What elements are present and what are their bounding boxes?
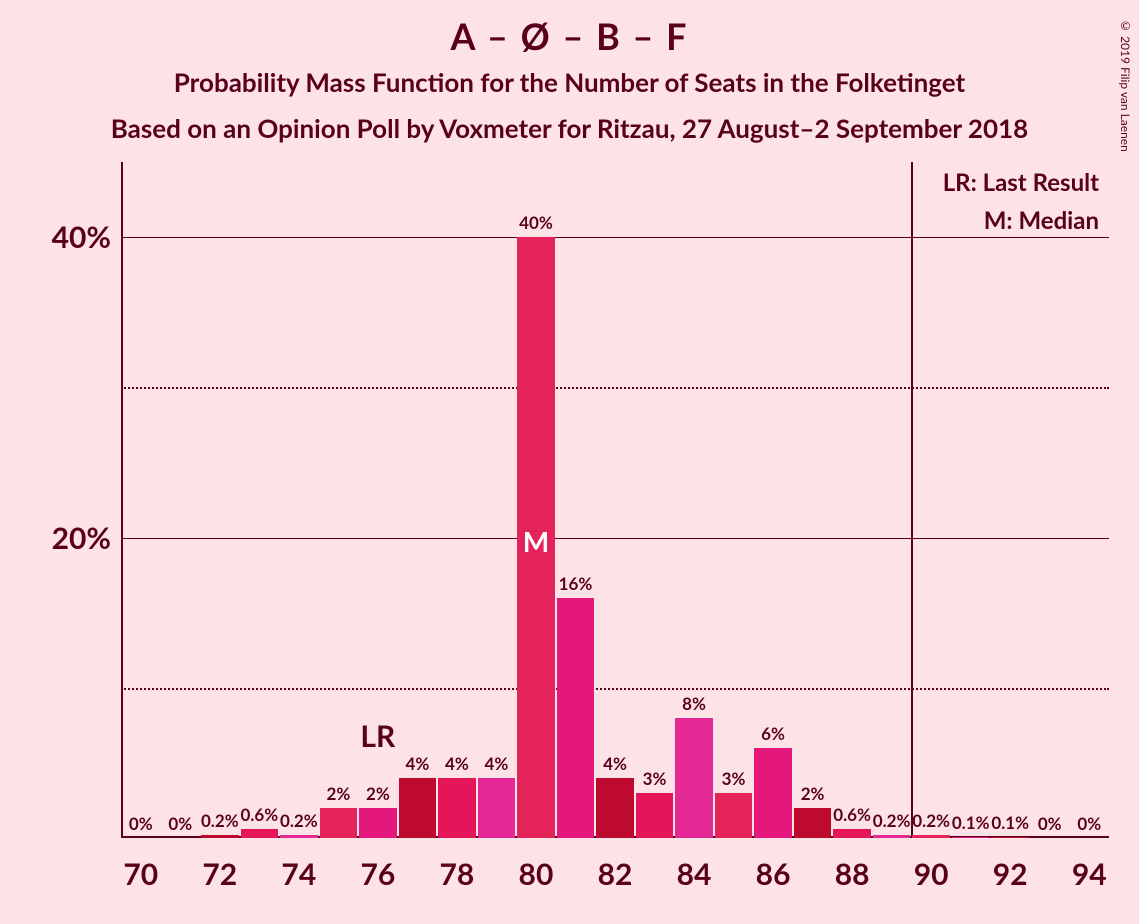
bar (359, 808, 397, 838)
plot-area: 20%40%0%0%0.2%0.6%0.2%2%2%4%4%4%40%16%4%… (121, 162, 1109, 838)
bar-value-label: 0.1% (952, 812, 990, 833)
bar-value-label: 0% (129, 813, 153, 834)
bar (873, 835, 911, 838)
bar-value-label: 0.2% (912, 810, 950, 831)
bar (478, 778, 516, 838)
xaxis-tick-label: 84 (677, 856, 712, 892)
bar-value-label: 0.6% (240, 804, 278, 825)
xaxis-tick-label: 74 (281, 856, 316, 892)
legend-lr: LR: Last Result (943, 168, 1099, 197)
gridline-minor (121, 387, 1109, 389)
ci-upper-line (911, 162, 913, 838)
xaxis-tick-label: 78 (440, 856, 475, 892)
xaxis-tick-label: 80 (519, 856, 554, 892)
yaxis-tick-label: 20% (31, 520, 111, 556)
bar-value-label: 3% (722, 768, 746, 789)
bar-value-label: 0% (168, 813, 192, 834)
bar-value-label: 40% (519, 212, 553, 233)
y-axis-line (121, 162, 123, 838)
bar (438, 778, 476, 838)
bar-value-label: 0.2% (201, 810, 239, 831)
bar-value-label: 6% (761, 723, 785, 744)
xaxis-tick-label: 70 (123, 856, 158, 892)
bar (794, 808, 832, 838)
bar (952, 837, 990, 839)
bar (201, 835, 239, 838)
bar (833, 829, 871, 838)
xaxis-tick-label: 82 (598, 856, 633, 892)
xaxis-tick-label: 90 (914, 856, 949, 892)
bar (715, 793, 753, 838)
bar (557, 598, 595, 838)
title-sub1: Probability Mass Function for the Number… (0, 66, 1139, 98)
bar (399, 778, 437, 838)
bar (596, 778, 634, 838)
lr-annotation: LR (360, 718, 395, 754)
chart-root: A – Ø – B – F Probability Mass Function f… (0, 0, 1139, 924)
xaxis-tick-label: 88 (835, 856, 870, 892)
bar (636, 793, 674, 838)
bar-value-label: 0.2% (280, 810, 318, 831)
bar (991, 837, 1029, 839)
xaxis-tick-label: 76 (360, 856, 395, 892)
bar (280, 835, 318, 838)
gridline-major (121, 237, 1109, 238)
title-sub2: Based on an Opinion Poll by Voxmeter for… (0, 112, 1139, 144)
bar-value-label: 0.1% (991, 812, 1029, 833)
bar-value-label: 3% (643, 768, 667, 789)
xaxis-tick-label: 72 (202, 856, 237, 892)
median-annotation: M (523, 524, 549, 558)
gridline-major (121, 538, 1109, 539)
legend-m: M: Median (984, 206, 1099, 235)
bar-value-label: 8% (682, 693, 706, 714)
bar (320, 808, 358, 838)
xaxis-tick-label: 92 (993, 856, 1028, 892)
xaxis-tick-label: 94 (1072, 856, 1107, 892)
bar (241, 829, 279, 838)
bar-value-label: 4% (603, 753, 627, 774)
bar-value-label: 0% (1077, 813, 1101, 834)
yaxis-tick-label: 40% (31, 219, 111, 255)
bar-value-label: 2% (326, 783, 350, 804)
bar-value-label: 2% (801, 783, 825, 804)
bar-value-label: 0.2% (873, 810, 911, 831)
bar-value-label: 0% (1038, 813, 1062, 834)
bar (912, 835, 950, 838)
bar-value-label: 0.6% (833, 804, 871, 825)
xaxis-tick-label: 86 (756, 856, 791, 892)
bar-value-label: 2% (366, 783, 390, 804)
bar-value-label: 4% (445, 753, 469, 774)
title-main: A – Ø – B – F (0, 14, 1139, 58)
bar-value-label: 16% (559, 573, 593, 594)
bar-value-label: 4% (405, 753, 429, 774)
bar-value-label: 4% (485, 753, 509, 774)
bar (675, 718, 713, 838)
copyright-label: © 2019 Filip van Laenen (1118, 18, 1133, 152)
gridline-minor (121, 688, 1109, 690)
bar (754, 748, 792, 838)
